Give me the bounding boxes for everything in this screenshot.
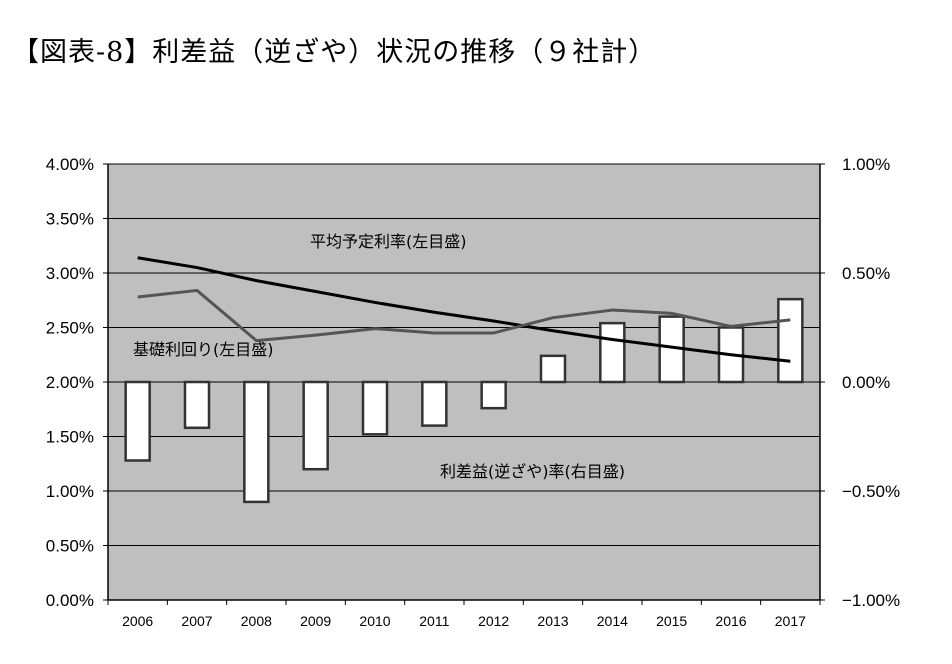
left-axis-tick-label: 3.00% bbox=[46, 264, 94, 283]
right-axis-tick-label: 0.50% bbox=[842, 264, 890, 283]
left-axis-tick-label: 1.50% bbox=[46, 428, 94, 447]
annotation-base-yield: 基礎利回り(左目盛) bbox=[133, 340, 274, 359]
bar bbox=[480, 380, 507, 410]
annotation-planned-rate: 平均予定利率(左目盛) bbox=[310, 232, 467, 251]
x-axis-tick-label: 2015 bbox=[656, 613, 687, 629]
left-axis-tick-label: 2.00% bbox=[46, 373, 94, 392]
line-planned-rate bbox=[137, 256, 791, 363]
x-axis-tick-label: 2011 bbox=[419, 613, 449, 629]
left-axis-tick-label: 4.00% bbox=[46, 155, 94, 174]
bar bbox=[183, 380, 211, 430]
x-axis-tick-label: 2016 bbox=[715, 613, 746, 629]
x-axis-tick-label: 2006 bbox=[122, 613, 153, 629]
left-axis-tick-label: 1.00% bbox=[46, 482, 94, 501]
bar bbox=[124, 380, 151, 462]
x-axis-tick-label: 2013 bbox=[537, 613, 568, 629]
x-axis-tick-label: 2017 bbox=[775, 613, 806, 629]
left-axis-tick-label: 0.00% bbox=[46, 591, 94, 610]
x-axis-tick-label: 2009 bbox=[300, 613, 331, 629]
bar bbox=[243, 380, 270, 504]
bar bbox=[539, 354, 567, 384]
right-axis-tick-label: −1.00% bbox=[842, 591, 900, 610]
x-axis-tick-label: 2008 bbox=[241, 613, 272, 629]
bar bbox=[599, 321, 626, 384]
bar bbox=[777, 297, 804, 384]
bar bbox=[421, 380, 448, 427]
chart-title: 【図表-8】利差益（逆ざや）状況の推移（９社計） bbox=[12, 37, 657, 68]
x-axis-tick-label: 2007 bbox=[181, 613, 212, 629]
right-axis-tick-label: 0.00% bbox=[842, 373, 890, 392]
left-axis-tick-label: 3.50% bbox=[46, 210, 94, 229]
left-axis-tick-label: 0.50% bbox=[46, 537, 94, 556]
bar bbox=[361, 380, 389, 436]
left-axis-tick-label: 2.50% bbox=[46, 319, 94, 338]
right-axis-tick-label: −0.50% bbox=[842, 482, 900, 501]
bar bbox=[302, 380, 329, 471]
x-axis-tick-label: 2014 bbox=[597, 613, 628, 629]
line-base-yield bbox=[137, 288, 791, 343]
x-axis-tick-label: 2012 bbox=[478, 613, 509, 629]
right-axis-tick-label: 1.00% bbox=[842, 155, 890, 174]
annotation-spread: 利差益(逆ざや)率(右目盛) bbox=[440, 462, 625, 481]
x-axis-tick-label: 2010 bbox=[359, 613, 390, 629]
